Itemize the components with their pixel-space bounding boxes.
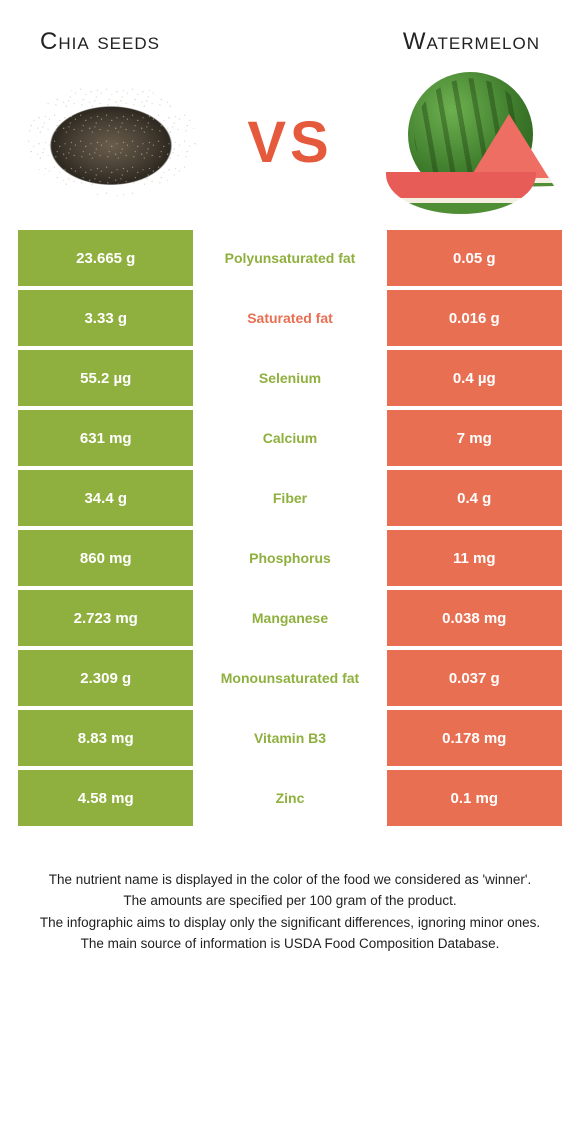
left-value: 2.309 g — [18, 650, 193, 706]
right-value: 0.037 g — [387, 650, 562, 706]
right-value: 0.016 g — [387, 290, 562, 346]
chia-seeds-image — [20, 72, 200, 212]
footer-line: The main source of information is USDA F… — [32, 934, 548, 954]
right-value: 11 mg — [387, 530, 562, 586]
table-row: 2.309 gMonounsaturated fat0.037 g — [18, 650, 562, 706]
table-row: 23.665 gPolyunsaturated fat0.05 g — [18, 230, 562, 286]
right-value: 7 mg — [387, 410, 562, 466]
images-row: VS — [0, 66, 580, 230]
table-row: 55.2 µgSelenium0.4 µg — [18, 350, 562, 406]
nutrient-label: Polyunsaturated fat — [193, 230, 386, 286]
chia-pile-icon — [26, 84, 196, 196]
right-value: 0.4 g — [387, 470, 562, 526]
table-row: 4.58 mgZinc0.1 mg — [18, 770, 562, 826]
header: Chia seeds Watermelon — [0, 0, 580, 66]
table-row: 2.723 mgManganese0.038 mg — [18, 590, 562, 646]
left-value: 860 mg — [18, 530, 193, 586]
footer-line: The nutrient name is displayed in the co… — [32, 870, 548, 890]
right-value: 0.1 mg — [387, 770, 562, 826]
footer: The nutrient name is displayed in the co… — [0, 830, 580, 954]
footer-line: The amounts are specified per 100 gram o… — [32, 891, 548, 911]
right-value: 0.4 µg — [387, 350, 562, 406]
left-value: 34.4 g — [18, 470, 193, 526]
table-row: 631 mgCalcium7 mg — [18, 410, 562, 466]
left-value: 4.58 mg — [18, 770, 193, 826]
nutrient-label: Monounsaturated fat — [193, 650, 386, 706]
footer-line: The infographic aims to display only the… — [32, 913, 548, 933]
table-row: 34.4 gFiber0.4 g — [18, 470, 562, 526]
left-value: 2.723 mg — [18, 590, 193, 646]
nutrient-label: Zinc — [193, 770, 386, 826]
nutrient-label: Calcium — [193, 410, 386, 466]
comparison-table: 23.665 gPolyunsaturated fat0.05 g3.33 gS… — [18, 230, 562, 826]
vs-label: VS — [247, 109, 332, 176]
nutrient-label: Fiber — [193, 470, 386, 526]
nutrient-label: Selenium — [193, 350, 386, 406]
table-row: 8.83 mgVitamin B30.178 mg — [18, 710, 562, 766]
table-row: 3.33 gSaturated fat0.016 g — [18, 290, 562, 346]
left-value: 3.33 g — [18, 290, 193, 346]
left-value: 631 mg — [18, 410, 193, 466]
title-right: Watermelon — [403, 28, 540, 56]
right-value: 0.178 mg — [387, 710, 562, 766]
nutrient-label: Saturated fat — [193, 290, 386, 346]
left-value: 55.2 µg — [18, 350, 193, 406]
table-row: 860 mgPhosphorus11 mg — [18, 530, 562, 586]
watermelon-slice-icon — [386, 172, 536, 214]
title-left: Chia seeds — [40, 28, 160, 56]
nutrient-label: Phosphorus — [193, 530, 386, 586]
right-value: 0.05 g — [387, 230, 562, 286]
left-value: 23.665 g — [18, 230, 193, 286]
nutrient-label: Manganese — [193, 590, 386, 646]
left-value: 8.83 mg — [18, 710, 193, 766]
nutrient-label: Vitamin B3 — [193, 710, 386, 766]
right-value: 0.038 mg — [387, 590, 562, 646]
watermelon-image — [380, 72, 560, 212]
